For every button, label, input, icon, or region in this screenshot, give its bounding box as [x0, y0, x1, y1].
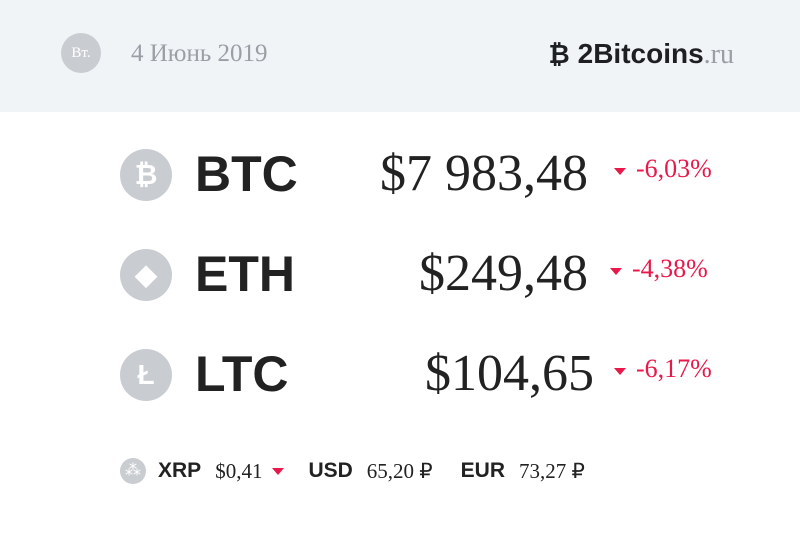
coin-symbol: LTC [195, 346, 289, 402]
logo-text: 2Bitcoins [577, 38, 704, 69]
coin-symbol: ETH [195, 246, 295, 302]
bottom-rates: ⁂ XRP $0,41 USD 65,20 ₽ EUR 73,27 ₽ [120, 458, 595, 484]
weekday-badge: Вт. [61, 33, 101, 73]
change-value: -6,03% [636, 154, 712, 183]
date: 4 Июнь 2019 [131, 40, 268, 67]
header: Вт. 4 Июнь 2019 ₿ 2Bitcoins.ru [0, 0, 800, 112]
logo[interactable]: ₿ 2Bitcoins.ru [548, 38, 734, 71]
coin-row-ltc: Ł LTC $104,65 -6,17% [0, 344, 800, 404]
change-value: -6,17% [636, 354, 712, 383]
logo-suffix: .ru [703, 39, 734, 70]
bitcoin-icon: ₿ [120, 149, 172, 201]
eur-label: EUR [460, 459, 505, 482]
bitcoin-logo-icon: ₿ [548, 39, 570, 69]
xrp-value: $0,41 [215, 458, 263, 483]
coin-price: $7 983,48 [380, 145, 588, 202]
eur-value: 73,27 ₽ [519, 458, 585, 483]
down-arrow-icon [272, 467, 285, 475]
usd-value: 65,20 ₽ [366, 458, 433, 483]
coin-symbol: BTC [195, 146, 298, 202]
change-value: -4,38% [632, 254, 708, 283]
coin-change: -6,03% [614, 154, 712, 184]
ripple-icon: ⁂ [120, 458, 146, 484]
coin-price: $104,65 [425, 345, 594, 402]
xrp-label: XRP [158, 459, 202, 482]
down-arrow-icon [614, 167, 626, 175]
ethereum-icon: ◆ [120, 249, 172, 301]
usd-label: USD [308, 459, 353, 482]
down-arrow-icon [610, 267, 622, 275]
down-arrow-icon [614, 367, 626, 375]
coin-row-eth: ◆ ETH $249,48 -4,38% [0, 244, 800, 304]
coin-price: $249,48 [419, 245, 588, 302]
coin-change: -6,17% [614, 354, 712, 384]
litecoin-icon: Ł [120, 349, 172, 401]
coin-row-btc: ₿ BTC $7 983,48 -6,03% [0, 144, 800, 204]
coin-change: -4,38% [610, 254, 708, 284]
